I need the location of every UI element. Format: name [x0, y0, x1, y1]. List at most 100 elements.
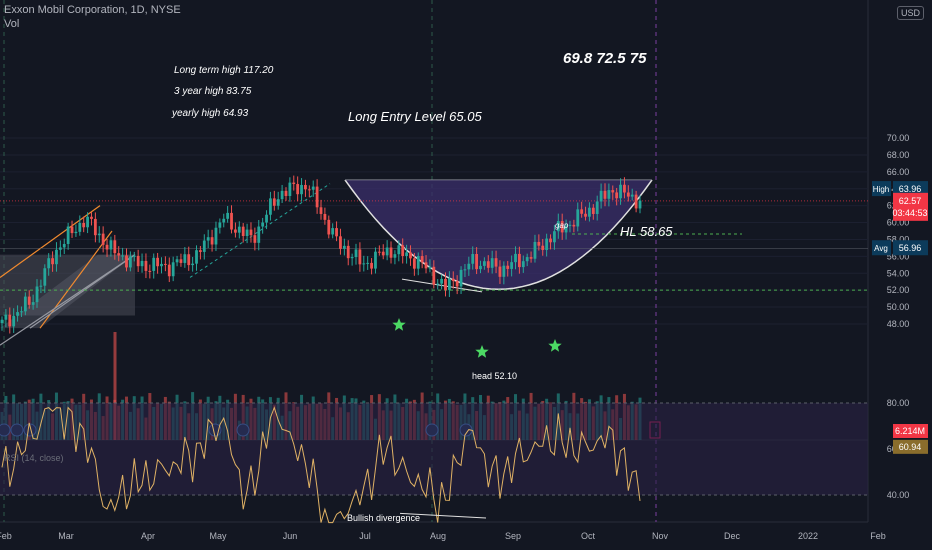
candle-body	[537, 241, 541, 246]
candle-body	[576, 209, 580, 227]
candle-body	[241, 226, 245, 237]
candle-body	[288, 182, 292, 196]
high-tag-value-box	[893, 181, 928, 197]
candle-body	[132, 255, 136, 257]
candle-body	[568, 224, 572, 226]
time-tick-label: Aug	[430, 531, 446, 541]
rsi-band	[0, 403, 868, 495]
candle-body	[269, 198, 272, 215]
three-year-high-note: 3 year high 83.75	[174, 86, 252, 97]
rsi-divergence-line	[399, 512, 487, 519]
candle-body	[412, 258, 416, 269]
candle-body	[416, 256, 420, 269]
candle-body	[385, 247, 389, 256]
candle-body	[109, 240, 113, 250]
candle-body	[78, 222, 82, 232]
candle-body	[510, 262, 514, 269]
candle-body	[4, 314, 8, 320]
candle-body	[93, 218, 97, 236]
candle-body	[377, 251, 381, 253]
candle-body	[331, 228, 335, 235]
candle-body	[74, 231, 78, 234]
price-tick-label: 66.00	[887, 167, 910, 177]
gap-note: gap	[555, 221, 569, 230]
candle-body	[459, 269, 463, 287]
candle-body	[179, 259, 183, 263]
hl-note: HL 58.65	[620, 224, 673, 239]
candle-body	[171, 262, 175, 277]
volume-label: Vol	[4, 18, 20, 30]
candle-body	[0, 319, 4, 324]
candle-body	[615, 192, 619, 199]
last-price-value: 62.57	[899, 196, 922, 206]
time-tick-label: Jun	[283, 531, 298, 541]
candle-body	[529, 257, 533, 259]
candle-body	[370, 262, 373, 269]
time-tick-label: Oct	[581, 531, 596, 541]
price-tick-label: 48.00	[887, 319, 910, 329]
candle-body	[265, 214, 268, 223]
candle-body	[381, 251, 385, 256]
candle-body	[572, 224, 576, 227]
candle-body	[420, 256, 424, 263]
avg-tag: Avg 56.96	[872, 240, 928, 256]
candle-body	[599, 190, 603, 202]
candle-body	[113, 240, 117, 254]
time-tick-label: Mar	[58, 531, 74, 541]
currency-button[interactable]: USD	[896, 6, 924, 20]
candle-body	[253, 235, 257, 243]
candle-body	[354, 249, 358, 258]
candle-body	[619, 184, 622, 199]
star-icon	[548, 339, 562, 352]
rsi-title: RSI (14, close)	[4, 453, 64, 463]
price-tick-label: 54.00	[887, 268, 910, 278]
candle-body	[595, 201, 599, 214]
candle-body	[541, 245, 545, 250]
candles-group	[0, 175, 642, 334]
chart-header: Exxon Mobil Corporation, 1D, NYSE Vol	[4, 3, 181, 31]
avg-tag-label: Avg	[874, 244, 888, 253]
candle-body	[638, 200, 642, 209]
candle-body	[560, 221, 564, 233]
candle-body	[62, 243, 66, 248]
candle-body	[237, 226, 241, 233]
candle-body	[23, 296, 27, 312]
candle-body	[43, 268, 47, 286]
time-tick-label: Feb	[870, 531, 886, 541]
candle-body	[397, 245, 401, 255]
candle-body	[319, 207, 323, 214]
high-tag-value: 63.96	[899, 184, 922, 194]
avg-tag-value-box	[893, 240, 928, 256]
candle-body	[125, 255, 128, 268]
star-icon	[392, 318, 406, 331]
candle-body	[280, 190, 284, 200]
candle-body	[350, 257, 354, 259]
candle-body	[160, 263, 163, 267]
candle-body	[514, 253, 517, 263]
candle-body	[327, 219, 331, 235]
candle-body	[342, 245, 346, 249]
last-price-tag	[893, 192, 928, 221]
candle-body	[136, 255, 140, 267]
high-tag: High 63.96	[872, 181, 928, 197]
symbol-title: Exxon Mobil Corporation, 1D, NYSE	[4, 4, 181, 16]
price-tick-label: 58.00	[887, 234, 910, 244]
candle-body	[502, 265, 506, 277]
candle-body	[447, 278, 451, 290]
candle-body	[272, 198, 276, 206]
time-tick-label: Apr	[141, 531, 155, 541]
candle-body	[626, 192, 630, 197]
candle-body	[471, 254, 475, 264]
candle-body	[482, 261, 486, 266]
candle-body	[218, 222, 222, 228]
rsi-tag	[893, 439, 928, 454]
candle-body	[101, 233, 105, 245]
candle-body	[230, 212, 233, 230]
candle-body	[545, 238, 549, 250]
rsi-line	[1, 406, 641, 524]
candle-body	[323, 213, 327, 220]
candle-body	[479, 265, 482, 270]
candle-body	[467, 263, 471, 270]
candle-body	[564, 225, 568, 233]
